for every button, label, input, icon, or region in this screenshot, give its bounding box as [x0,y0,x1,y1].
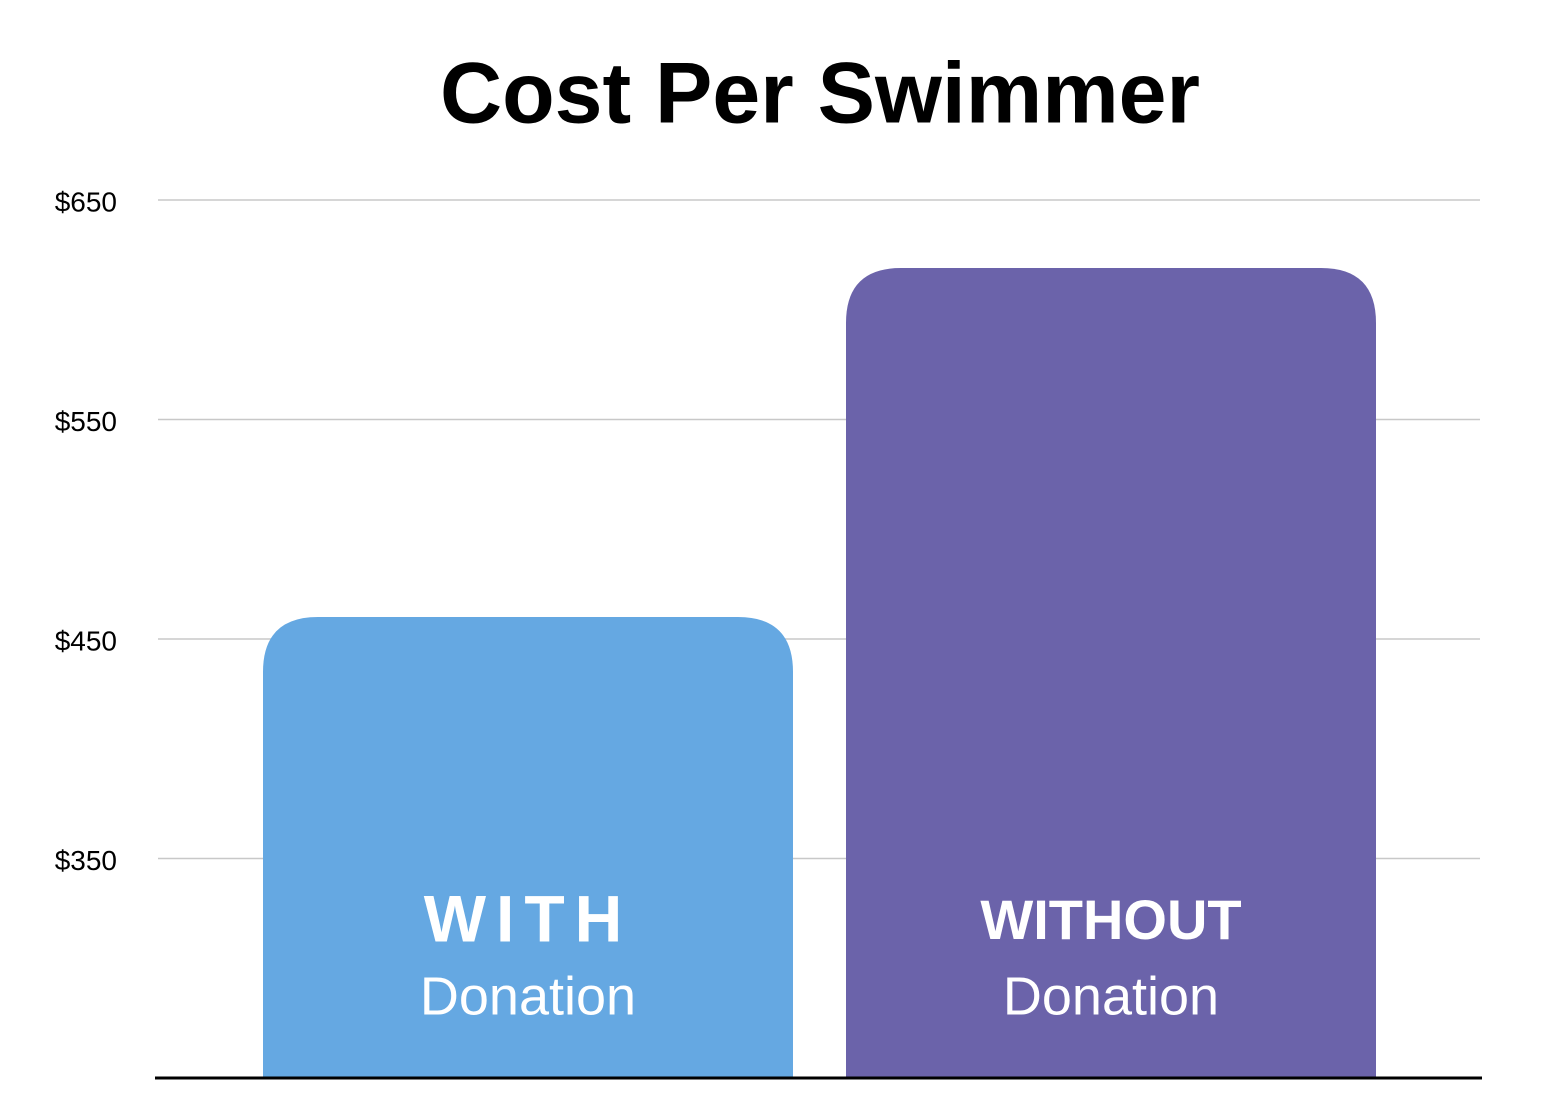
chart-title: Cost Per Swimmer [440,46,1200,142]
category-subtitle: Donation [420,966,636,1026]
bar [263,617,793,1078]
category-subtitle: Donation [1003,966,1219,1026]
y-tick-label: $450 [55,625,117,656]
bar [846,268,1376,1078]
category-label: WITHOUT [980,888,1241,951]
y-tick-label: $650 [55,186,117,217]
category-label: WITH [424,881,633,955]
y-tick-label: $550 [55,406,117,437]
y-tick-label: $350 [55,845,117,876]
